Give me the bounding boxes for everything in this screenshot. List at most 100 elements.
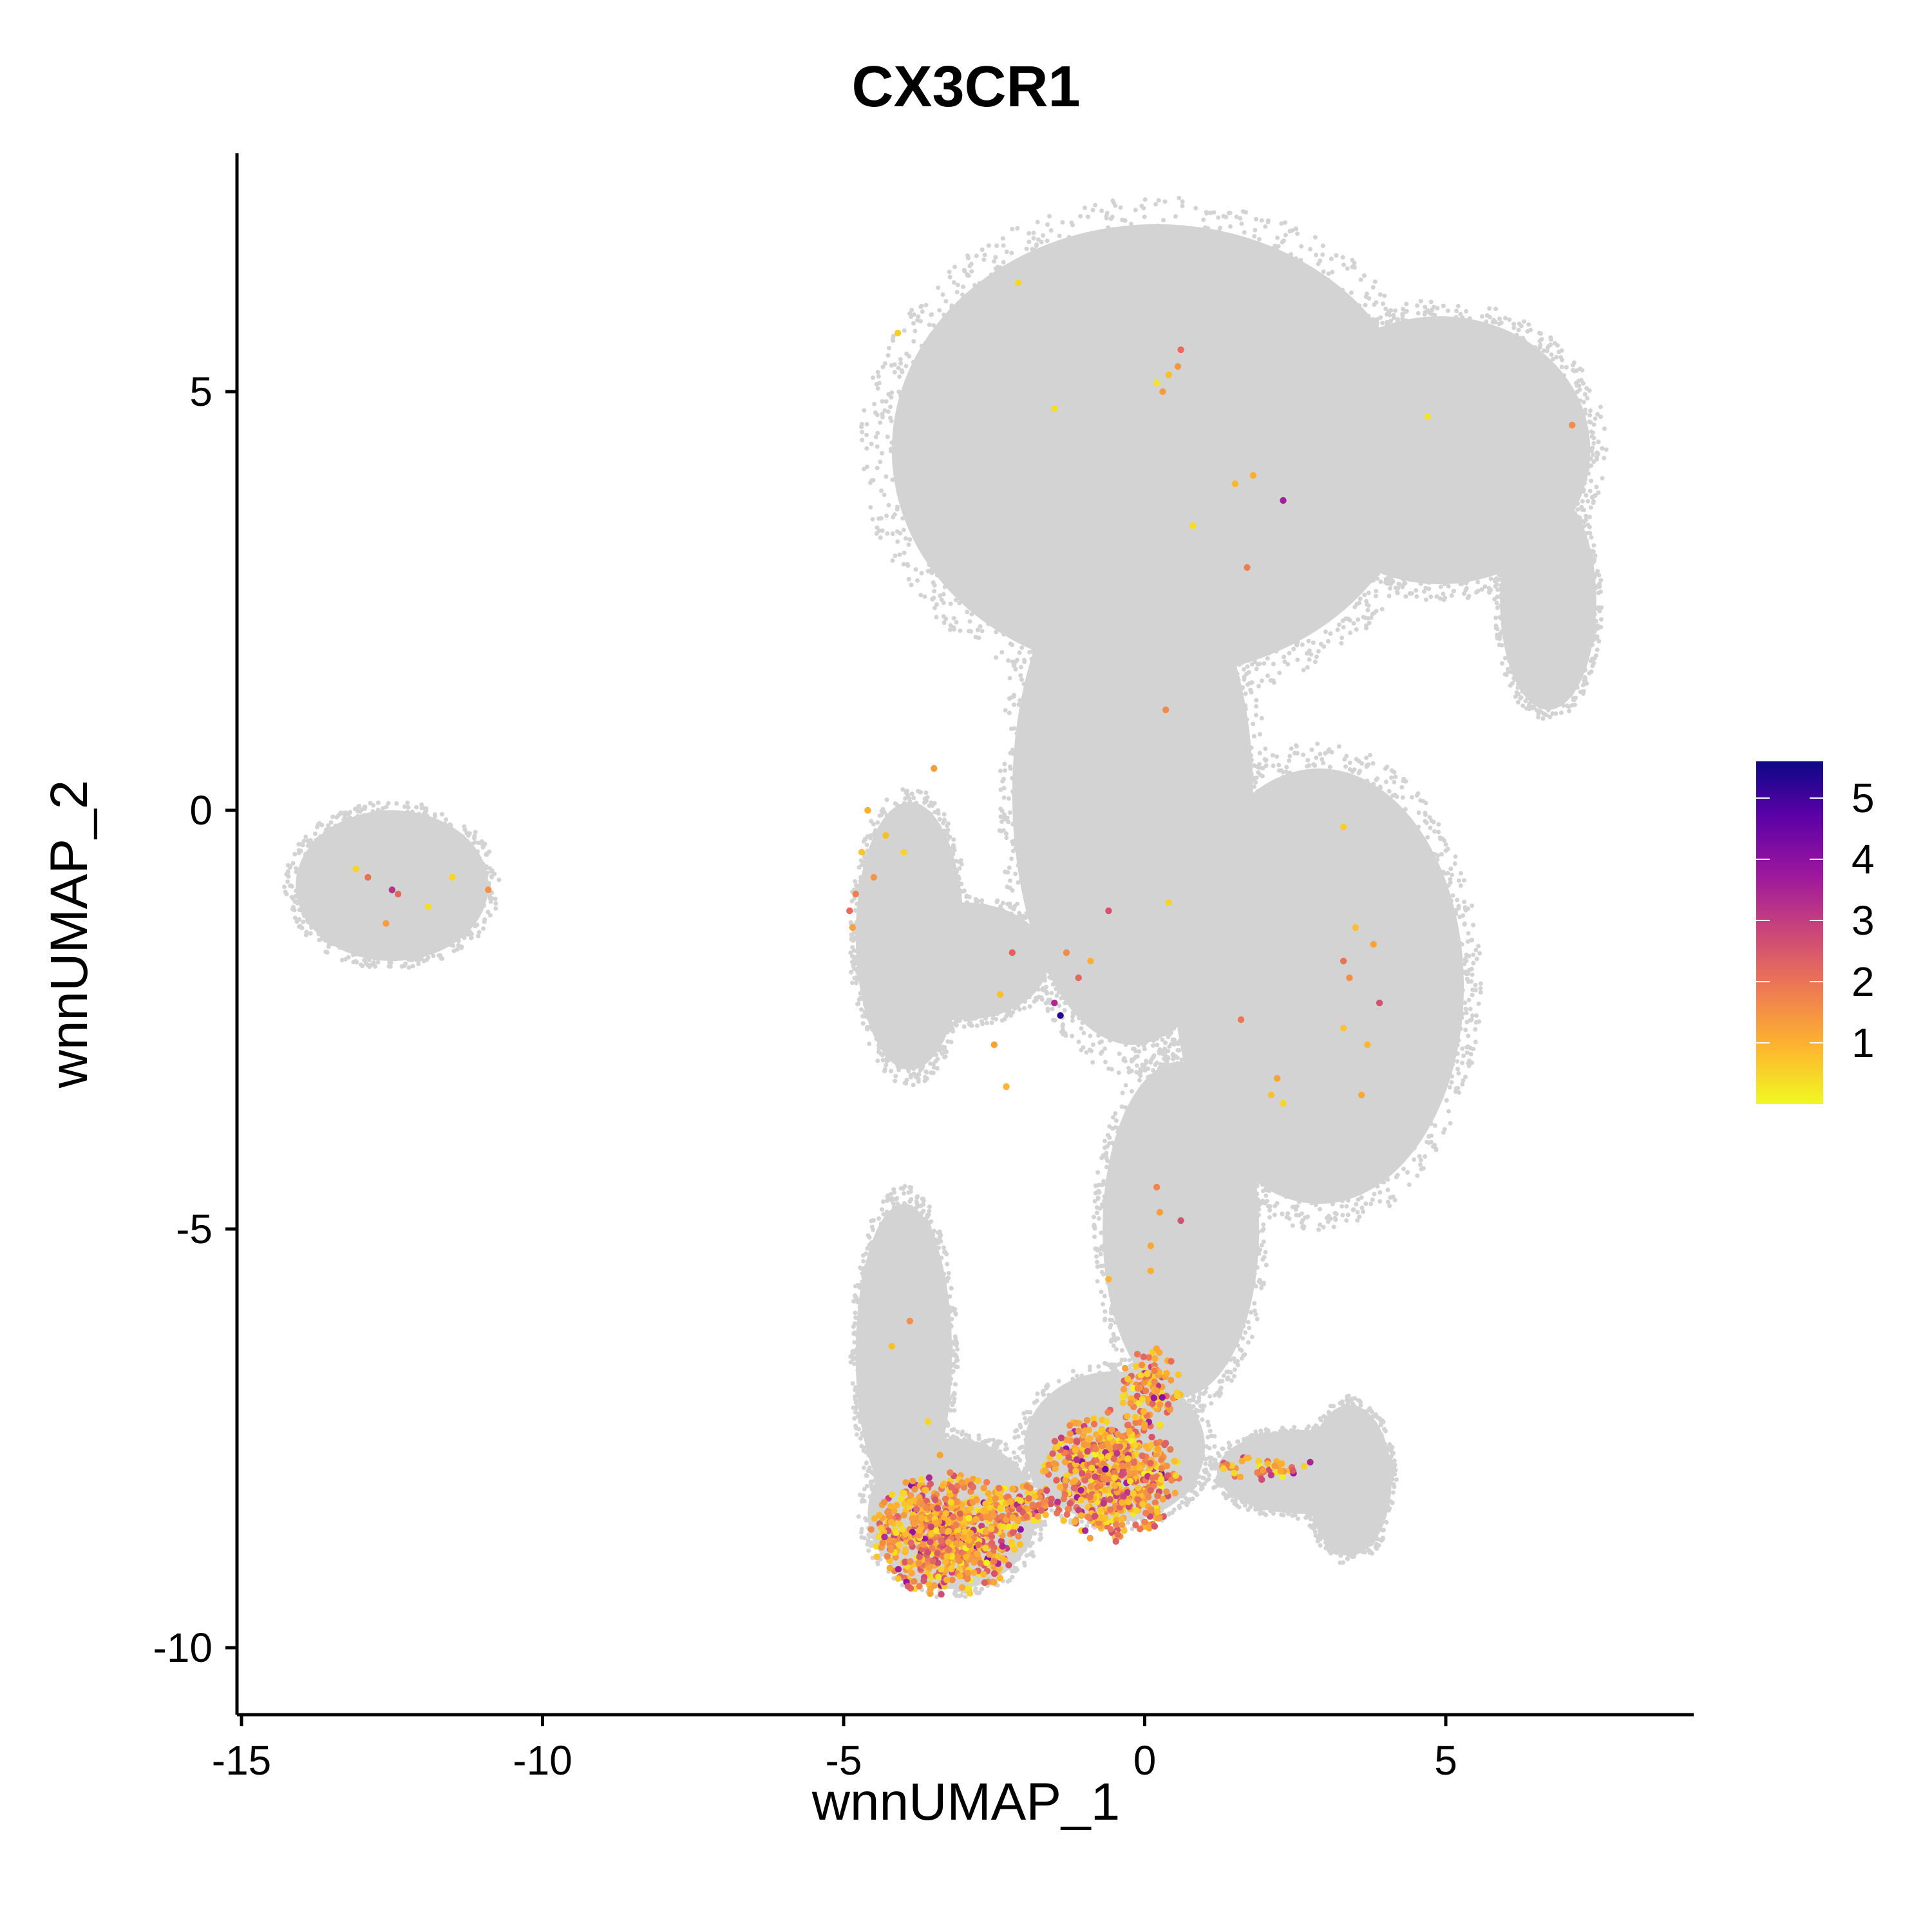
expression-point — [1132, 1442, 1139, 1449]
expression-point — [1023, 1513, 1030, 1520]
expression-point — [1092, 1451, 1099, 1458]
expression-point — [1159, 1394, 1166, 1401]
expression-point — [449, 873, 456, 881]
expression-point — [1259, 1467, 1267, 1474]
expression-point — [1106, 1445, 1114, 1452]
expression-point — [980, 1485, 987, 1492]
background-cluster-left-island — [296, 810, 489, 961]
expression-point — [1094, 1483, 1101, 1491]
expression-point — [1237, 1016, 1245, 1024]
expression-point — [1017, 1526, 1024, 1533]
expression-point — [1142, 1387, 1150, 1395]
expression-point — [935, 1574, 942, 1581]
expression-point — [1231, 480, 1239, 488]
expression-point — [1072, 1420, 1079, 1427]
expression-point — [925, 1474, 933, 1482]
expression-point — [1073, 1456, 1081, 1463]
expression-point — [929, 1545, 936, 1552]
expression-point — [1151, 1367, 1158, 1375]
expression-cluster-bottom-left — [867, 1469, 1024, 1598]
background-cluster-top-blob — [891, 224, 1422, 676]
y-tick-label: 0 — [189, 787, 213, 834]
y-axis-label: wnnUMAP_2 — [40, 780, 99, 1089]
expression-point — [911, 1520, 918, 1528]
expression-point — [1144, 1370, 1151, 1378]
expression-point — [1056, 1453, 1063, 1460]
expression-point — [1124, 1422, 1132, 1429]
expression-point — [1151, 1499, 1159, 1506]
expression-cluster-right-arm-expr — [1219, 1454, 1314, 1483]
expression-point — [969, 1483, 977, 1491]
expression-point — [985, 1551, 993, 1558]
expression-point — [1157, 1476, 1165, 1483]
expression-point — [888, 1342, 896, 1350]
expression-point — [954, 1527, 961, 1534]
y-axis-ticks: 5 0 -5 -10 — [153, 368, 237, 1671]
expression-point — [1164, 1472, 1171, 1479]
expression-point — [1047, 1500, 1054, 1508]
expression-point — [1164, 1401, 1172, 1408]
expression-point — [938, 1527, 946, 1534]
expression-point — [1126, 1471, 1134, 1478]
expression-point — [990, 1558, 998, 1565]
expression-point — [1177, 1217, 1184, 1224]
expression-point — [956, 1572, 964, 1579]
expression-point — [1088, 1464, 1095, 1472]
expression-point — [1025, 1505, 1032, 1513]
expression-point — [1077, 1487, 1084, 1494]
expression-point — [942, 1496, 949, 1503]
expression-point — [1081, 1427, 1089, 1434]
expression-point — [1130, 1459, 1137, 1466]
expression-point — [975, 1541, 982, 1548]
expression-point — [924, 1418, 932, 1425]
expression-point — [965, 1514, 972, 1521]
expression-point — [1133, 1363, 1140, 1370]
expression-point — [1101, 1487, 1108, 1494]
expression-point — [878, 1524, 885, 1532]
expression-point — [1156, 1349, 1163, 1356]
expression-point — [1102, 1465, 1109, 1473]
expression-point — [1168, 1377, 1175, 1384]
expression-point — [1119, 1499, 1126, 1506]
background-cluster-right-lobe — [1175, 768, 1464, 1204]
expression-point — [987, 1495, 994, 1503]
expression-point — [962, 1554, 970, 1561]
expression-point — [1274, 1074, 1281, 1082]
expression-point — [911, 1485, 918, 1493]
expression-point — [1054, 1509, 1061, 1517]
expression-point — [916, 1527, 923, 1534]
expression-point — [1126, 1478, 1134, 1485]
y-tick-label: 5 — [189, 368, 213, 415]
expression-point — [907, 1492, 914, 1499]
expression-point — [943, 1553, 951, 1560]
expression-point — [958, 1479, 966, 1486]
expression-point — [902, 1546, 909, 1554]
expression-point — [1165, 371, 1173, 379]
expression-point — [1030, 1517, 1037, 1525]
expression-point — [985, 1490, 992, 1497]
expression-point — [1070, 1484, 1078, 1492]
expression-point — [1105, 907, 1112, 915]
expression-point — [1124, 1461, 1132, 1469]
expression-point — [1042, 1467, 1049, 1474]
expression-point — [1090, 1415, 1097, 1422]
expression-point — [990, 1570, 998, 1577]
expression-point — [1043, 1487, 1050, 1494]
expression-point — [990, 1041, 998, 1049]
expression-point — [1012, 1523, 1019, 1530]
expression-point — [1031, 1493, 1039, 1500]
expression-point — [1267, 1091, 1275, 1099]
expression-point — [1267, 1471, 1275, 1479]
expression-point — [927, 1530, 935, 1538]
expression-point — [998, 1538, 1005, 1545]
expression-point — [1069, 1479, 1077, 1486]
expression-point — [1083, 1416, 1091, 1424]
background-cluster-upper-right-arm — [1289, 316, 1591, 584]
expression-point — [1072, 1447, 1079, 1454]
x-tick-label: -10 — [513, 1737, 573, 1784]
expression-point — [424, 903, 431, 910]
x-tick-label: 5 — [1434, 1737, 1457, 1784]
expression-point — [916, 1583, 923, 1590]
expression-point — [895, 1575, 902, 1582]
expression-point — [943, 1576, 951, 1583]
